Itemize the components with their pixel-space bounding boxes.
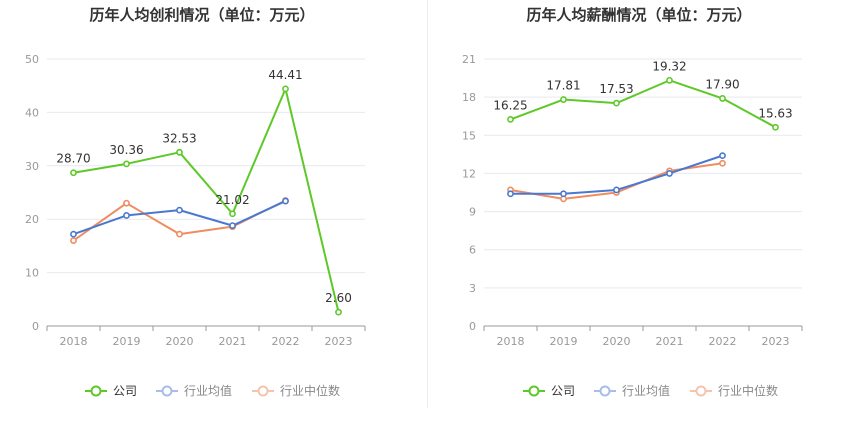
data-point	[176, 148, 183, 156]
legend-item-2[interactable]: 行业中位数	[252, 383, 340, 398]
data-label: 32.53	[162, 131, 196, 145]
data-point	[123, 199, 130, 207]
salary-chart-panel: 历年人均薪酬情况（单位：万元） 0 3 6 9 12 15 18 21 2018 2019 2020 2…	[425, 0, 850, 437]
data-label: 44.41	[268, 68, 302, 82]
data-point	[719, 159, 726, 167]
data-point	[282, 197, 289, 205]
y-tick-label: 40	[25, 106, 39, 119]
data-label: 21.02	[215, 193, 249, 207]
x-tick-label: 2020	[166, 335, 194, 348]
data-point	[613, 186, 620, 194]
data-point	[666, 170, 673, 177]
legend-swatch-marker	[599, 385, 611, 397]
y-tick-label: 10	[25, 267, 39, 280]
data-point	[229, 222, 236, 230]
legend-item-2[interactable]: 行业中位数	[690, 383, 778, 398]
y-tick-label: 0	[32, 320, 39, 333]
y-tick-label: 9	[469, 206, 476, 219]
legend-label: 行业中位数	[718, 383, 778, 398]
x-tick-label: 2021	[219, 335, 247, 348]
y-tick-label: 50	[25, 53, 39, 66]
y-tick-label: 0	[469, 320, 476, 333]
x-tick-label: 2022	[272, 335, 300, 348]
data-point	[123, 212, 130, 219]
legend-item-1[interactable]: 行业均值	[156, 383, 232, 398]
profit-per-capita-chart: 历年人均创利情况（单位：万元） 0 10 20 30 40 50 2018 2019 2020 20…	[25, 6, 366, 398]
data-point	[70, 169, 77, 177]
x-tick-label: 2020	[603, 335, 631, 348]
y-tick-label: 21	[462, 53, 476, 66]
series-line-0	[73, 87, 340, 313]
x-tick-label: 2019	[113, 335, 141, 348]
data-point	[507, 190, 514, 198]
data-point	[176, 206, 183, 214]
legend-swatch-marker	[695, 385, 707, 397]
data-point	[772, 123, 779, 131]
legend-label: 行业中位数	[280, 383, 340, 398]
data-point	[719, 152, 726, 160]
y-tick-label: 6	[469, 244, 476, 257]
legend-label: 公司	[113, 384, 137, 398]
legend-label: 行业均值	[184, 383, 232, 398]
y-tick-label: 3	[469, 282, 476, 295]
y-tick-label: 12	[462, 167, 476, 180]
data-point	[613, 99, 620, 107]
legend-swatch-marker	[161, 385, 173, 397]
data-label: 15.63	[758, 106, 792, 120]
data-label: 17.81	[546, 79, 580, 93]
data-point	[507, 115, 514, 123]
x-tick-label: 2023	[325, 335, 353, 348]
data-point	[282, 85, 289, 93]
data-label: 19.32	[652, 59, 686, 73]
legend-item-1[interactable]: 行业均值	[594, 383, 670, 398]
data-point	[560, 96, 567, 103]
data-point	[719, 95, 726, 102]
legend-item-0[interactable]: 公司	[85, 384, 137, 398]
data-point	[123, 160, 130, 168]
data-label: 30.36	[109, 143, 143, 157]
legend-swatch-marker	[257, 385, 269, 397]
x-tick-label: 2021	[656, 335, 684, 348]
panel-divider	[427, 0, 428, 408]
x-tick-label: 2019	[550, 335, 578, 348]
legend-label: 行业均值	[622, 383, 670, 398]
salary-per-capita-chart: 历年人均薪酬情况（单位：万元） 0 3 6 9 12 15 18 21 2018 2019 2020 2…	[462, 6, 803, 398]
y-tick-label: 15	[462, 129, 476, 142]
x-tick-label: 2018	[60, 335, 88, 348]
data-point	[176, 230, 183, 238]
data-point	[560, 190, 567, 198]
x-tick-label: 2018	[497, 335, 525, 348]
data-point	[666, 76, 673, 84]
data-label: 17.90	[705, 77, 739, 91]
x-tick-label: 2022	[709, 335, 737, 348]
data-label: 28.70	[56, 152, 90, 166]
legend-swatch-marker	[528, 385, 540, 397]
chart-title: 历年人均薪酬情况（单位：万元）	[526, 6, 751, 24]
data-point	[335, 308, 342, 316]
data-label: 2.60	[325, 291, 352, 305]
data-point	[70, 230, 77, 238]
x-tick-label: 2023	[762, 335, 790, 348]
data-point	[70, 237, 77, 244]
chart-title: 历年人均创利情况（单位：万元）	[89, 6, 314, 24]
data-point	[229, 210, 236, 218]
y-tick-label: 18	[462, 91, 476, 104]
legend-item-0[interactable]: 公司	[523, 384, 575, 398]
series-line-0	[510, 79, 776, 129]
legend-swatch-marker	[90, 385, 102, 397]
y-tick-label: 30	[25, 160, 39, 173]
legend-label: 公司	[551, 384, 575, 398]
data-label: 16.25	[493, 98, 527, 112]
profit-chart-panel: 历年人均创利情况（单位：万元） 0 10 20 30 40 50 2018 2019 2020 20…	[0, 0, 425, 437]
data-label: 17.53	[599, 82, 633, 96]
y-tick-label: 20	[25, 213, 39, 226]
